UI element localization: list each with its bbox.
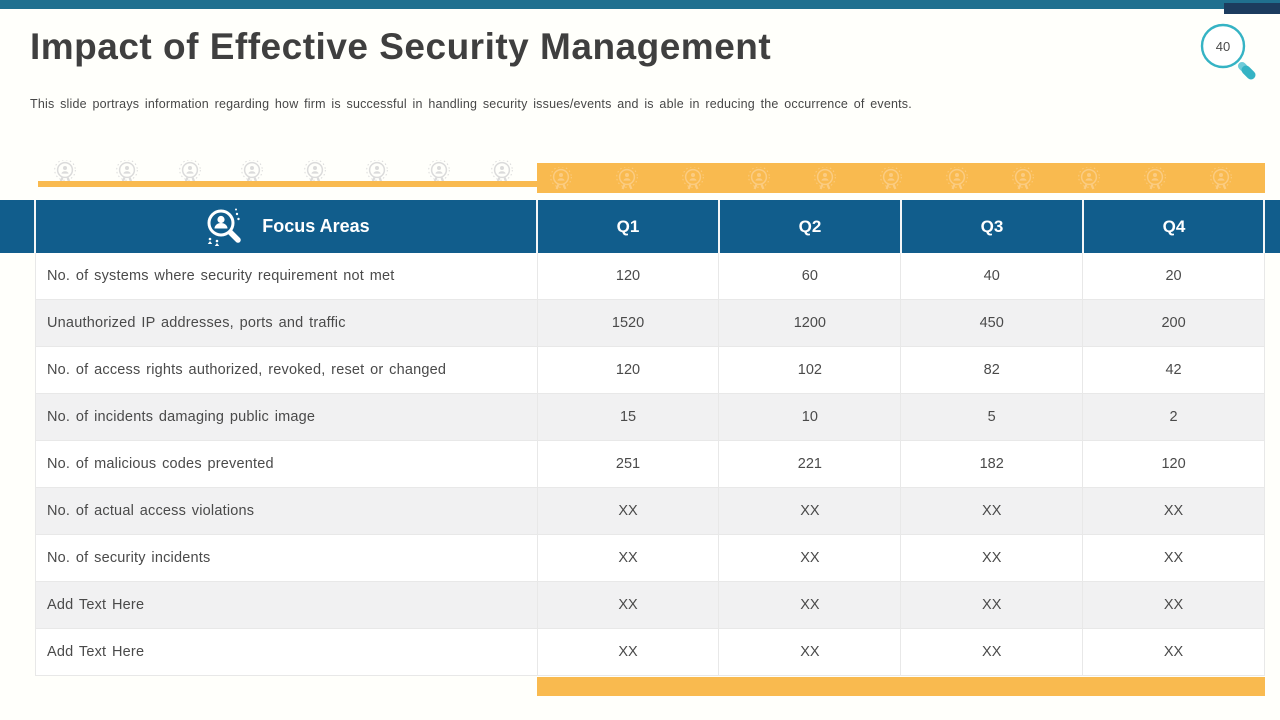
table-row: Unauthorized IP addresses, ports and tra… [36, 300, 1264, 347]
table-row: Add Text Here XX XX XX XX [36, 582, 1264, 629]
top-accent-bar-navy [1224, 3, 1280, 14]
row-label: Add Text Here [47, 644, 145, 660]
cell-q2: XX [718, 582, 900, 628]
header-separator [900, 200, 902, 253]
cell-q4: XX [1082, 629, 1264, 675]
cell-q4: 20 [1082, 253, 1264, 299]
focus-areas-header: Focus Areas [35, 200, 537, 253]
cell-q2: 1200 [718, 300, 900, 346]
cell-q1: XX [536, 488, 719, 534]
header-separator [536, 200, 538, 253]
row-label: No. of systems where security requiremen… [47, 268, 395, 284]
header-separator [34, 200, 36, 253]
table-row: No. of access rights authorized, revoked… [36, 347, 1264, 394]
cell-q3: XX [900, 582, 1082, 628]
top-accent-bar [0, 0, 1280, 9]
cell-q1: 251 [536, 441, 719, 487]
decor-orange-line [38, 181, 537, 187]
cell-q4: XX [1082, 535, 1264, 581]
row-label: Unauthorized IP addresses, ports and tra… [47, 315, 346, 331]
cell-q1: 120 [536, 253, 719, 299]
page-number: 40 [1216, 39, 1230, 54]
cell-q2: XX [718, 488, 900, 534]
cell-q3: 450 [900, 300, 1082, 346]
row-label: No. of security incidents [47, 550, 211, 566]
row-label: No. of actual access violations [47, 503, 255, 519]
bottom-accent-bar [537, 677, 1265, 696]
table-row: No. of incidents damaging public image 1… [36, 394, 1264, 441]
cell-q2: 60 [718, 253, 900, 299]
user-rosette-badge-icon [1210, 167, 1232, 190]
row-label: No. of incidents damaging public image [47, 409, 316, 425]
row-label: Add Text Here [47, 597, 145, 613]
table-row: No. of systems where security requiremen… [36, 253, 1264, 300]
cell-q4: XX [1082, 488, 1264, 534]
cell-q3: 82 [900, 347, 1082, 393]
cell-q4: 2 [1082, 394, 1264, 440]
user-rosette-badge-icon [946, 167, 968, 190]
cell-q2: XX [718, 629, 900, 675]
cell-q1: XX [536, 535, 719, 581]
cell-q3: 182 [900, 441, 1082, 487]
user-rosette-badge-icon [116, 160, 139, 183]
user-rosette-badge-icon [682, 167, 704, 190]
header-separator [1082, 200, 1084, 253]
cell-q2: 221 [718, 441, 900, 487]
row-label: No. of malicious codes prevented [47, 456, 274, 472]
cell-q1: 1520 [536, 300, 719, 346]
cell-q2: 102 [718, 347, 900, 393]
column-header-q2: Q2 [798, 216, 822, 236]
user-rosette-badge-icon [1012, 167, 1034, 190]
magnifier-user-icon [207, 208, 242, 246]
cell-q1: 120 [536, 347, 719, 393]
cell-q4: 120 [1082, 441, 1264, 487]
cell-q3: XX [900, 535, 1082, 581]
table-header-band: Focus Areas Q1 Q2 Q3 Q4 [0, 200, 1280, 253]
cell-q3: 40 [900, 253, 1082, 299]
cell-q1: XX [536, 629, 719, 675]
row-label: No. of access rights authorized, revoked… [47, 362, 447, 378]
table-body: No. of systems where security requiremen… [35, 253, 1265, 676]
table-row: Add Text Here XX XX XX XX [36, 629, 1264, 676]
page-title: Impact of Effective Security Management [30, 26, 772, 67]
header-separator [718, 200, 720, 253]
header-separator [1263, 200, 1265, 253]
cell-q4: 200 [1082, 300, 1264, 346]
user-rosette-badge-icon [814, 167, 836, 190]
user-rosette-badge-icon [748, 167, 770, 190]
decor-orange-band [537, 163, 1265, 193]
cell-q2: 10 [718, 394, 900, 440]
cell-q2: XX [718, 535, 900, 581]
user-rosette-badge-icon [880, 167, 902, 190]
cell-q4: 42 [1082, 347, 1264, 393]
table-row: No. of actual access violations XX XX XX… [36, 488, 1264, 535]
user-rosette-badge-icon [1144, 167, 1166, 190]
column-header-q4: Q4 [1162, 216, 1186, 236]
cell-q3: 5 [900, 394, 1082, 440]
user-rosette-badge-icon [550, 167, 572, 190]
user-rosette-badge-icon [616, 167, 638, 190]
column-header-q1: Q1 [616, 216, 640, 236]
table-row: No. of security incidents XX XX XX XX [36, 535, 1264, 582]
cell-q3: XX [900, 488, 1082, 534]
cell-q4: XX [1082, 582, 1264, 628]
cell-q1: 15 [536, 394, 719, 440]
cell-q3: XX [900, 629, 1082, 675]
column-header-q3: Q3 [980, 216, 1004, 236]
user-rosette-badge-icon [1078, 167, 1100, 190]
table-row: No. of malicious codes prevented 251 221… [36, 441, 1264, 488]
page-subtitle: This slide portrays information regardin… [30, 97, 912, 111]
magnifier-icon: 40 [1200, 23, 1256, 80]
focus-areas-label: Focus Areas [262, 216, 370, 236]
cell-q1: XX [536, 582, 719, 628]
